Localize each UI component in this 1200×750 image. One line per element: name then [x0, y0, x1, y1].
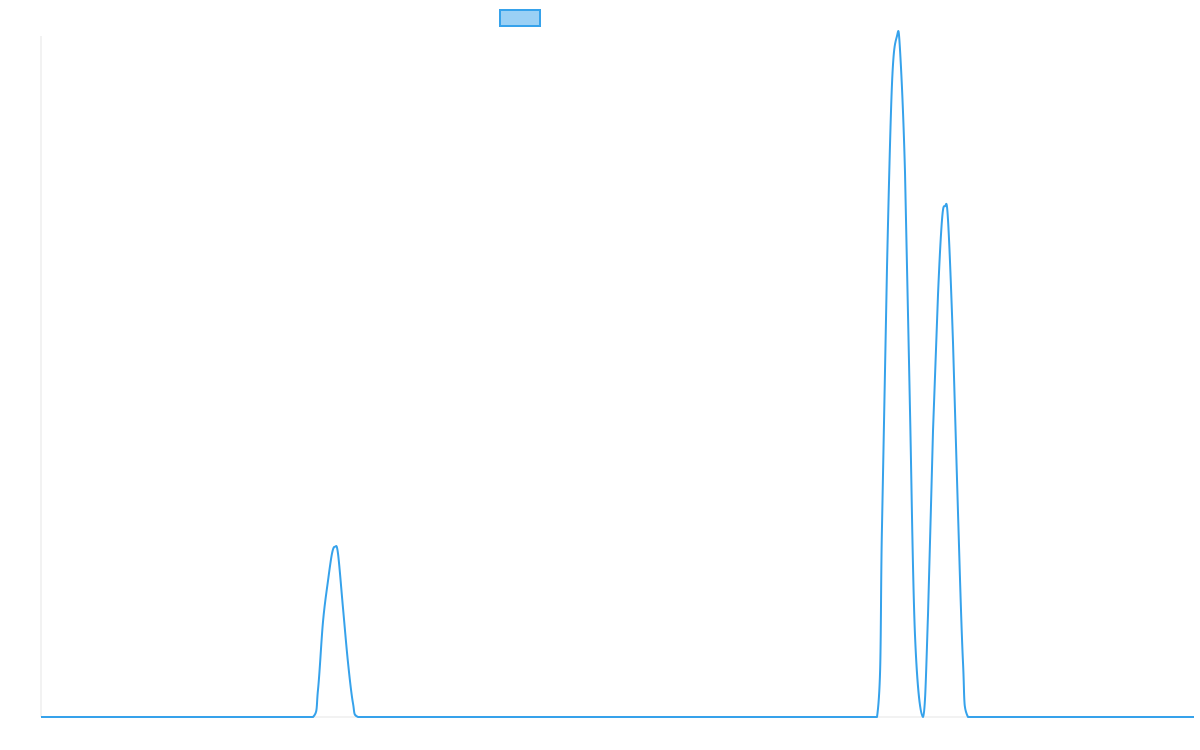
- legend[interactable]: [499, 9, 541, 27]
- legend-swatch-0[interactable]: [499, 9, 541, 27]
- series-line-0: [40, 30, 1194, 719]
- axes: [40, 36, 1194, 718]
- series-layer: [40, 30, 1194, 719]
